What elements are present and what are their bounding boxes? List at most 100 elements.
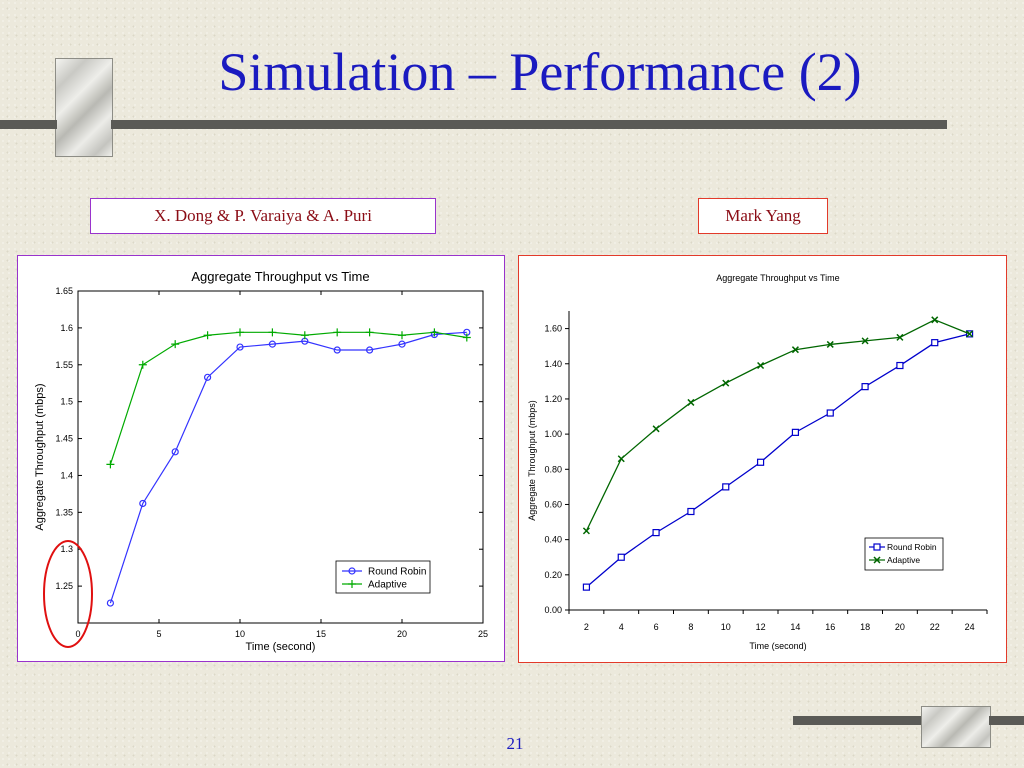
data-point [106, 460, 115, 469]
data-point [366, 346, 374, 354]
data-point [203, 331, 212, 340]
legend-marker [348, 580, 356, 588]
data-point [617, 553, 625, 561]
legend-label: Round Robin [887, 542, 937, 552]
y-tick-label: 1.40 [544, 359, 562, 369]
x-tick-label: 22 [930, 622, 940, 632]
x-tick-label: 10 [721, 622, 731, 632]
legend-label: Adaptive [887, 555, 920, 565]
data-point [826, 340, 834, 348]
data-point [398, 331, 406, 340]
author-label-right: Mark Yang [698, 198, 828, 234]
data-point [652, 529, 660, 537]
data-point [791, 428, 800, 436]
data-point [204, 373, 212, 381]
data-point [138, 360, 147, 369]
data-point [861, 383, 869, 391]
y-tick-label: 0.80 [544, 464, 562, 474]
data-point [430, 328, 439, 337]
y-axis-label: Aggregate Throughput (mbps) [527, 400, 537, 520]
x-tick-label: 16 [825, 622, 835, 632]
x-tick-label: 15 [316, 629, 326, 639]
x-tick-label: 0 [75, 629, 80, 639]
y-tick-label: 1.65 [55, 286, 73, 296]
data-point [171, 448, 179, 456]
legend-marker [348, 567, 356, 575]
y-tick-label: 0.40 [544, 535, 562, 545]
chart-right-frame: Aggregate Throughput vs Time Time (second… [518, 255, 1007, 663]
y-tick-label: 0.20 [544, 570, 562, 580]
title-underline-bar-left [0, 120, 57, 129]
y-tick-label: 1.20 [544, 394, 562, 404]
data-point [300, 331, 309, 340]
legend-marker [873, 543, 881, 551]
footer-bar-left [793, 716, 923, 725]
data-point [722, 379, 730, 387]
highlight-ellipse [43, 540, 93, 648]
data-point [139, 499, 147, 508]
x-tick-label: 18 [860, 622, 870, 632]
data-point [236, 328, 244, 337]
x-tick-label: 20 [895, 622, 905, 632]
data-point [896, 361, 904, 370]
data-point [171, 340, 180, 349]
y-tick-label: 1.60 [544, 324, 562, 334]
title-underline-bar [111, 120, 947, 129]
series-line-adaptive [109, 331, 467, 465]
y-tick-label: 1.35 [55, 507, 73, 517]
y-tick-label: 1.25 [55, 581, 73, 591]
data-point [398, 340, 406, 348]
data-point [722, 483, 730, 491]
chart-left: Aggregate Throughput vs Time Time (second… [34, 269, 488, 653]
data-point [931, 316, 939, 324]
y-tick-label: 1.3 [60, 544, 73, 554]
data-point [462, 333, 471, 342]
chart-right: Aggregate Throughput vs Time Time (second… [527, 273, 988, 651]
footer-bar-right [989, 716, 1024, 725]
x-tick-label: 6 [654, 622, 659, 632]
data-point [365, 328, 374, 337]
x-tick-label: 14 [790, 622, 800, 632]
data-point [617, 455, 625, 463]
x-tick-label: 8 [688, 622, 693, 632]
y-tick-label: 1.6 [60, 323, 73, 333]
data-point [236, 343, 244, 351]
x-tick-label: 20 [397, 629, 407, 639]
chart-title: Aggregate Throughput vs Time [716, 273, 839, 283]
x-tick-label: 2 [584, 622, 589, 632]
y-tick-label: 1.00 [544, 429, 562, 439]
chart-title: Aggregate Throughput vs Time [191, 269, 369, 284]
marble-decoration-top [55, 58, 113, 157]
y-tick-label: 1.4 [60, 470, 73, 480]
data-point [966, 330, 974, 338]
data-point [826, 409, 834, 417]
data-point [268, 328, 277, 337]
x-tick-label: 4 [619, 622, 624, 632]
data-point [333, 328, 342, 337]
chart-left-frame: Aggregate Throughput vs Time Time (second… [17, 255, 505, 662]
marble-decoration-bottom [921, 706, 991, 748]
legend-label: Adaptive [368, 580, 407, 591]
x-axis-label: Time (second) [749, 641, 806, 651]
data-point [791, 346, 799, 354]
series-line-round-robin [585, 333, 970, 588]
data-point [652, 425, 660, 433]
data-point [582, 583, 591, 591]
data-point [931, 339, 939, 347]
x-tick-label: 25 [478, 629, 488, 639]
legend-box [864, 537, 944, 571]
data-point [268, 340, 276, 348]
legend-marker [873, 556, 881, 564]
data-point [861, 337, 869, 345]
slide-title: Simulation – Performance (2) [218, 42, 862, 102]
x-tick-label: 24 [965, 622, 975, 632]
data-point [582, 527, 590, 535]
y-tick-label: 0.00 [544, 605, 562, 615]
data-point [756, 458, 765, 466]
page-number: 21 [506, 734, 524, 753]
x-tick-label: 5 [156, 629, 161, 639]
series-line-round-robin [109, 331, 467, 604]
data-point [757, 361, 765, 370]
data-point [333, 346, 341, 354]
x-tick-label: 10 [235, 629, 245, 639]
